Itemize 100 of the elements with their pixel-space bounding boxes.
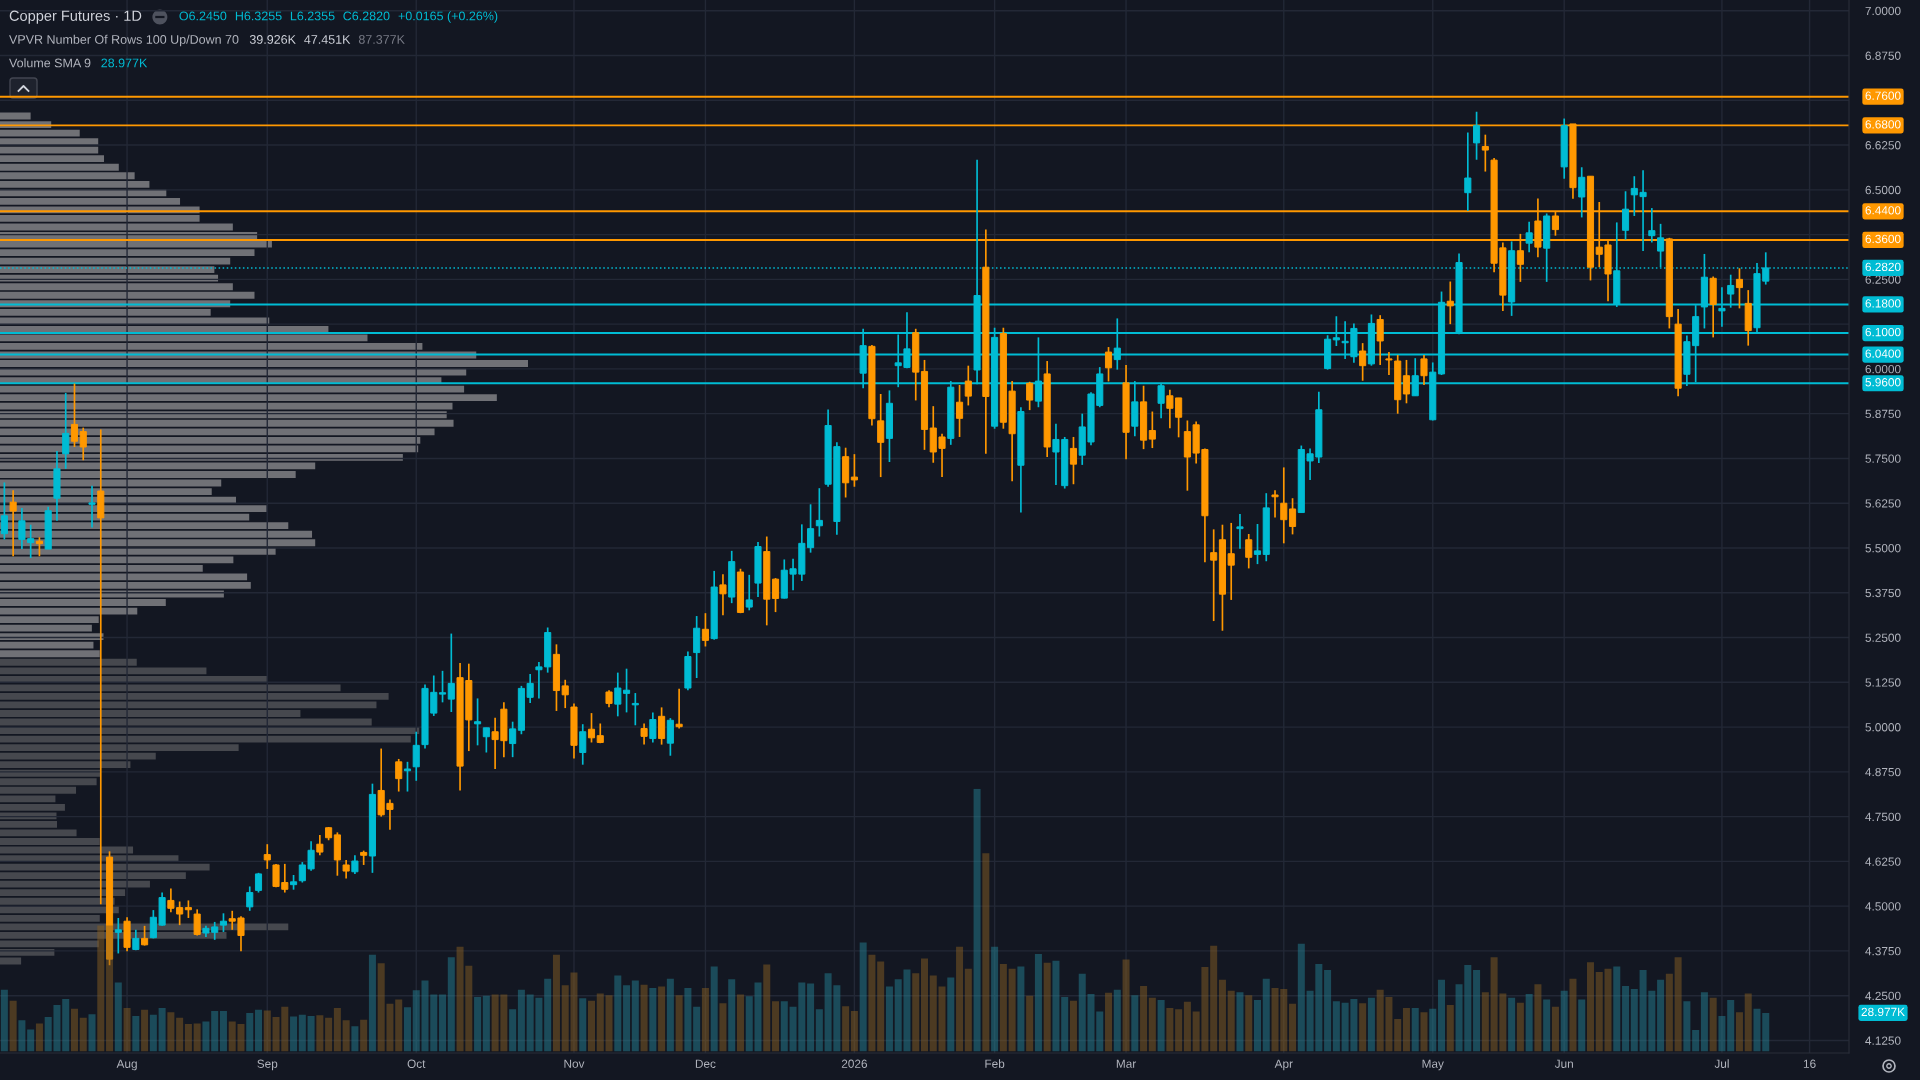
chart-title: Volume SMA 9 bbox=[9, 58, 91, 68]
candlestick bbox=[79, 426, 87, 462]
candlestick bbox=[666, 717, 674, 757]
candlestick bbox=[1359, 342, 1367, 382]
bar bbox=[0, 180, 150, 188]
candlestick bbox=[70, 382, 79, 448]
bar bbox=[0, 599, 166, 606]
y-tick-label: 6.0000 bbox=[1865, 364, 1901, 374]
candlestick bbox=[88, 484, 96, 529]
x-tick-label: Sep bbox=[257, 1059, 278, 1071]
candlestick bbox=[1420, 354, 1428, 386]
bar bbox=[0, 616, 99, 623]
y-tick-label: 4.6250 bbox=[1865, 857, 1901, 866]
candlestick bbox=[141, 925, 149, 947]
y-tick-label: 5.2500 bbox=[1865, 633, 1901, 642]
candlestick bbox=[62, 392, 70, 470]
annotation: C6.2820 bbox=[343, 11, 390, 21]
candlestick bbox=[474, 697, 482, 747]
x-tick-label: Jun bbox=[1554, 1059, 1573, 1068]
y-tick-label: 5.8750 bbox=[1865, 409, 1901, 419]
bar bbox=[0, 360, 528, 367]
bar bbox=[0, 215, 200, 222]
candlestick bbox=[964, 364, 972, 407]
candlestick bbox=[447, 632, 455, 713]
x-tick-label: Feb bbox=[985, 1059, 1005, 1068]
ref-line-label: 6.0400 bbox=[1865, 349, 1901, 358]
bar bbox=[0, 582, 251, 589]
x-tick-label: 16 bbox=[1803, 1059, 1816, 1068]
text: 28.977K bbox=[1861, 1007, 1905, 1017]
candlestick bbox=[1648, 207, 1656, 244]
ref-line-label: 6.4400 bbox=[1865, 206, 1901, 215]
bar bbox=[0, 744, 239, 752]
y-tick-label: 5.0000 bbox=[1865, 723, 1901, 732]
ref-line-label: 6.1800 bbox=[1865, 299, 1901, 308]
y-tick-label: 5.5000 bbox=[1865, 544, 1901, 553]
x-tick-label: 2026 bbox=[841, 1059, 868, 1068]
bar bbox=[0, 343, 423, 350]
y-tick-label: 6.2500 bbox=[1865, 275, 1901, 284]
candlestick bbox=[97, 428, 105, 906]
candlestick bbox=[316, 834, 324, 857]
ref-line-label: 6.6800 bbox=[1865, 120, 1901, 129]
x-tick-label: Nov bbox=[564, 1059, 585, 1068]
candlestick bbox=[509, 720, 517, 758]
candlestick bbox=[1464, 131, 1472, 212]
candlestick bbox=[219, 912, 228, 933]
candlestick bbox=[587, 712, 596, 744]
bar bbox=[0, 692, 389, 700]
ref-line-label: 6.2820 bbox=[1865, 262, 1901, 272]
candlestick bbox=[1245, 533, 1253, 570]
candlestick bbox=[403, 760, 412, 793]
ref-line-label: 5.9600 bbox=[1865, 378, 1901, 387]
x-tick-label: Oct bbox=[407, 1059, 426, 1068]
candlestick bbox=[193, 908, 201, 937]
candlestick bbox=[1104, 346, 1113, 383]
annotation: 87.377K bbox=[358, 35, 405, 44]
candlestick bbox=[877, 393, 885, 478]
candlestick bbox=[1148, 410, 1156, 449]
bar bbox=[0, 897, 115, 905]
x-tick-label: Jul bbox=[1714, 1059, 1729, 1068]
bar bbox=[0, 821, 58, 828]
candlestick bbox=[342, 859, 350, 880]
candlestick bbox=[1210, 528, 1218, 622]
y-tick-label: 4.8750 bbox=[1865, 767, 1901, 777]
candlestick bbox=[1376, 314, 1384, 366]
bar bbox=[0, 838, 100, 845]
candlestick bbox=[263, 843, 271, 870]
candlestick bbox=[1621, 190, 1630, 241]
candlestick bbox=[482, 726, 490, 754]
bar bbox=[0, 684, 341, 692]
ref-line-label: 6.3600 bbox=[1865, 234, 1901, 244]
y-tick-label: 4.1250 bbox=[1865, 1036, 1901, 1045]
candlestick bbox=[114, 917, 122, 955]
candlestick bbox=[246, 885, 254, 912]
candlestick bbox=[640, 722, 648, 746]
y-tick-label: 4.7500 bbox=[1865, 812, 1901, 822]
y-tick-label: 5.1250 bbox=[1865, 678, 1901, 687]
y-tick-label: 6.8750 bbox=[1865, 51, 1901, 60]
candlestick bbox=[351, 854, 359, 875]
candlestick bbox=[9, 489, 17, 558]
y-tick-label: 5.6250 bbox=[1865, 499, 1901, 508]
annotation: 28.977K bbox=[101, 58, 148, 68]
candlestick bbox=[719, 573, 727, 617]
candlestick bbox=[0, 481, 8, 541]
bar bbox=[0, 471, 296, 478]
candlestick bbox=[850, 453, 858, 488]
annotation: 39.926K bbox=[249, 35, 296, 44]
ref-line-label: 6.7600 bbox=[1865, 91, 1901, 100]
y-tick-label: 7.0000 bbox=[1865, 6, 1901, 16]
candlestick bbox=[631, 692, 639, 727]
annotation: +0.0165 (+0.26%) bbox=[398, 11, 498, 23]
candlestick bbox=[745, 574, 753, 612]
y-tick-label: 4.2500 bbox=[1865, 991, 1901, 1001]
annotation: O6.2450 bbox=[179, 11, 227, 21]
candlestick bbox=[1253, 523, 1262, 565]
y-tick-label: 4.5000 bbox=[1865, 902, 1901, 911]
candlestick bbox=[1525, 220, 1533, 253]
candlestick bbox=[579, 723, 587, 766]
x-tick-label: Dec bbox=[695, 1059, 716, 1068]
candlestick bbox=[438, 670, 447, 704]
y-tick-label: 6.5000 bbox=[1865, 185, 1901, 195]
